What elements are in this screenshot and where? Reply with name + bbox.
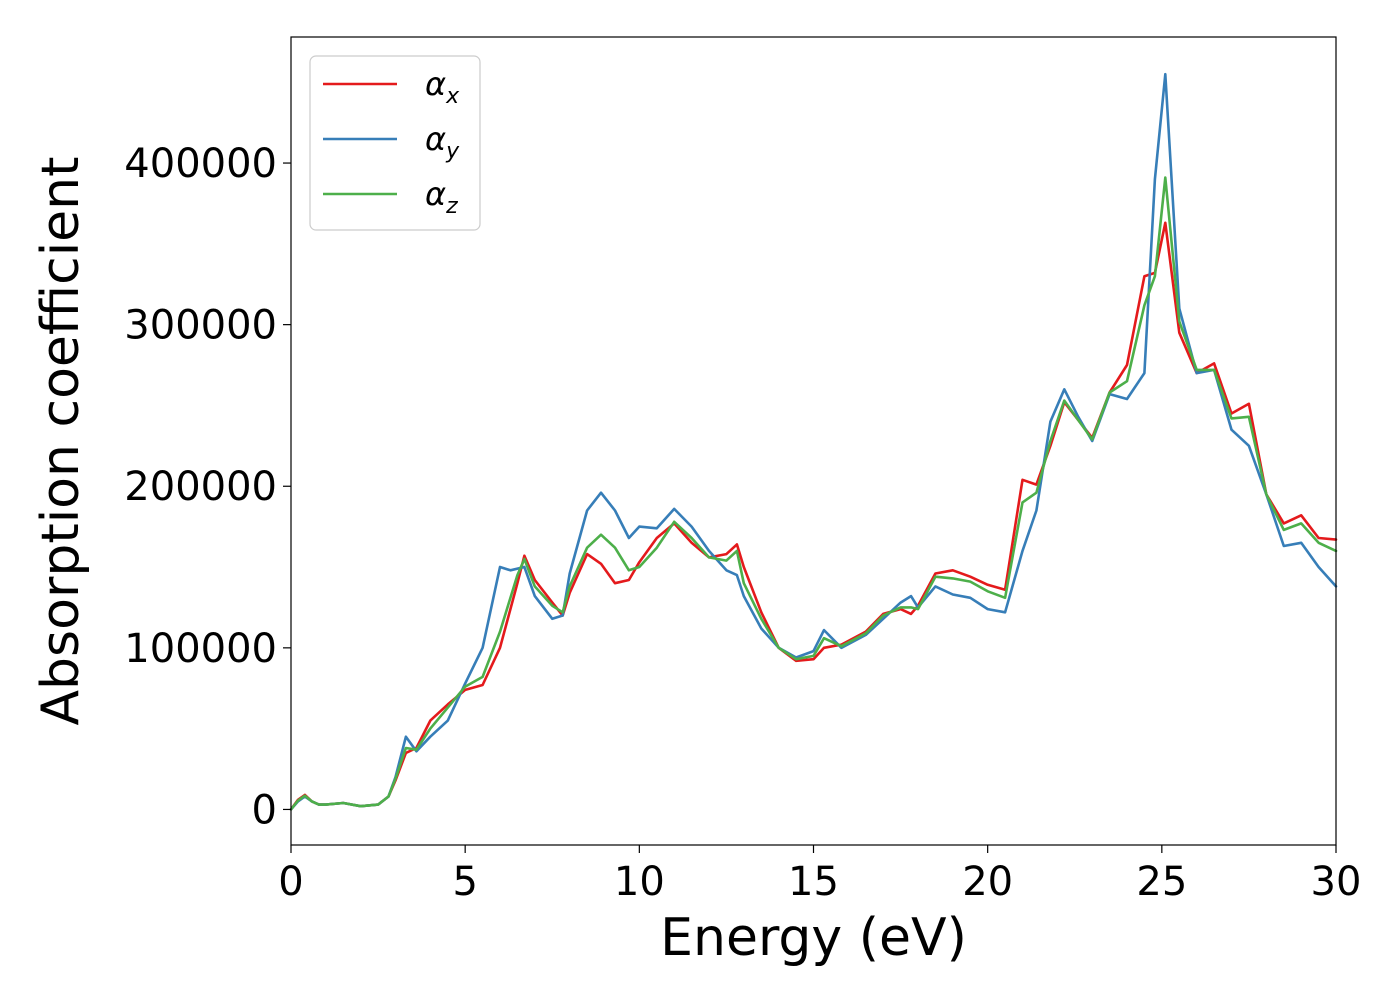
legend-label-z: αz [425,175,458,219]
x-tick-label: 25 [1136,859,1187,905]
legend-label-x: αx [425,65,460,109]
legend-box [309,55,481,231]
x-tick-label: 10 [614,859,665,905]
series-line-y [289,72,1338,811]
y-tick-label: 100000 [124,626,277,672]
x-axis-label: Energy (eV) [660,908,967,968]
series-line-z [289,176,1338,811]
y-axis-ticks: 0 100000 200000 300000 400000 [124,141,291,833]
x-tick-label: 5 [452,859,477,905]
y-tick-label: 400000 [124,141,277,187]
x-tick-label: 0 [278,859,303,905]
y-tick-label: 300000 [124,303,277,349]
x-tick-label: 15 [788,859,839,905]
legend-label-y: αy [425,120,460,164]
legend: αx αy αz [309,55,481,231]
y-axis-label: Absorption coefficient [31,156,91,725]
x-tick-label: 20 [962,859,1013,905]
x-tick-label: 30 [1311,859,1362,905]
series-layer [289,72,1338,811]
y-tick-label: 200000 [124,464,277,510]
x-axis-ticks: 0 5 10 15 20 25 30 [278,845,1361,905]
y-tick-label: 0 [252,787,277,833]
